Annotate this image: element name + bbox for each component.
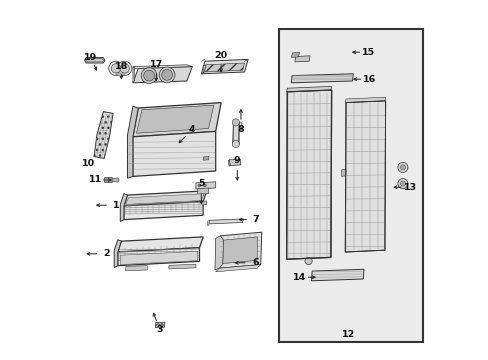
Polygon shape (120, 194, 127, 221)
Polygon shape (219, 232, 261, 268)
Polygon shape (125, 194, 204, 204)
Polygon shape (345, 101, 385, 252)
Polygon shape (345, 97, 385, 103)
Polygon shape (133, 103, 221, 137)
Text: 19: 19 (83, 53, 97, 62)
Polygon shape (311, 269, 363, 281)
Polygon shape (229, 159, 241, 166)
Circle shape (305, 257, 311, 265)
Polygon shape (196, 182, 215, 189)
Polygon shape (118, 237, 203, 252)
Circle shape (108, 61, 123, 76)
Text: 18: 18 (115, 62, 128, 71)
Polygon shape (208, 219, 243, 224)
Polygon shape (203, 157, 208, 160)
Polygon shape (215, 236, 223, 270)
Circle shape (232, 140, 239, 148)
Circle shape (111, 64, 121, 73)
Polygon shape (94, 112, 113, 158)
Polygon shape (294, 56, 309, 62)
Polygon shape (215, 265, 260, 272)
Polygon shape (202, 201, 206, 205)
Polygon shape (125, 266, 147, 271)
Text: 11: 11 (88, 175, 102, 184)
Polygon shape (136, 105, 213, 133)
Polygon shape (112, 178, 119, 182)
Text: 17: 17 (149, 60, 163, 69)
Polygon shape (133, 65, 192, 68)
Circle shape (117, 61, 132, 76)
Circle shape (159, 67, 175, 83)
Text: 20: 20 (214, 51, 227, 60)
Text: 9: 9 (234, 156, 240, 165)
Polygon shape (133, 67, 192, 83)
Circle shape (143, 70, 154, 81)
Text: 10: 10 (82, 159, 95, 168)
Polygon shape (84, 58, 104, 63)
Text: 14: 14 (292, 273, 305, 282)
Polygon shape (228, 160, 230, 166)
Polygon shape (286, 90, 331, 259)
Text: 15: 15 (362, 48, 374, 57)
Text: 6: 6 (251, 258, 258, 267)
Circle shape (232, 119, 239, 126)
Circle shape (400, 165, 405, 170)
Text: 7: 7 (251, 215, 258, 224)
Circle shape (156, 324, 159, 327)
Polygon shape (155, 322, 164, 328)
Polygon shape (118, 248, 199, 266)
Polygon shape (291, 52, 299, 58)
Polygon shape (120, 251, 197, 265)
Polygon shape (127, 106, 138, 178)
Polygon shape (232, 122, 239, 144)
Circle shape (198, 184, 201, 187)
Polygon shape (286, 86, 331, 92)
Text: 3: 3 (156, 325, 163, 334)
Text: 1: 1 (113, 201, 120, 210)
Polygon shape (201, 65, 205, 74)
Text: 5: 5 (198, 179, 204, 188)
Polygon shape (86, 59, 103, 62)
Polygon shape (223, 237, 257, 264)
Polygon shape (133, 66, 134, 83)
Polygon shape (204, 63, 244, 72)
Polygon shape (278, 29, 422, 342)
Polygon shape (123, 191, 206, 206)
Text: 16: 16 (363, 75, 376, 84)
Circle shape (203, 184, 206, 187)
Circle shape (397, 179, 407, 189)
Circle shape (400, 181, 405, 186)
Circle shape (162, 69, 172, 80)
Circle shape (397, 162, 407, 172)
Polygon shape (207, 220, 209, 226)
Circle shape (141, 68, 157, 84)
Text: 12: 12 (342, 330, 355, 339)
Polygon shape (201, 59, 247, 74)
Text: 8: 8 (237, 125, 244, 134)
Polygon shape (341, 169, 346, 176)
Polygon shape (123, 202, 203, 220)
Text: 2: 2 (103, 249, 110, 258)
Text: 4: 4 (188, 125, 195, 134)
Polygon shape (197, 188, 208, 194)
Polygon shape (291, 74, 352, 83)
Polygon shape (103, 177, 113, 183)
Text: 13: 13 (403, 183, 416, 192)
Polygon shape (114, 240, 121, 267)
Circle shape (120, 64, 129, 73)
Polygon shape (116, 73, 124, 75)
Polygon shape (168, 264, 196, 269)
Polygon shape (133, 131, 215, 176)
Circle shape (160, 324, 163, 327)
